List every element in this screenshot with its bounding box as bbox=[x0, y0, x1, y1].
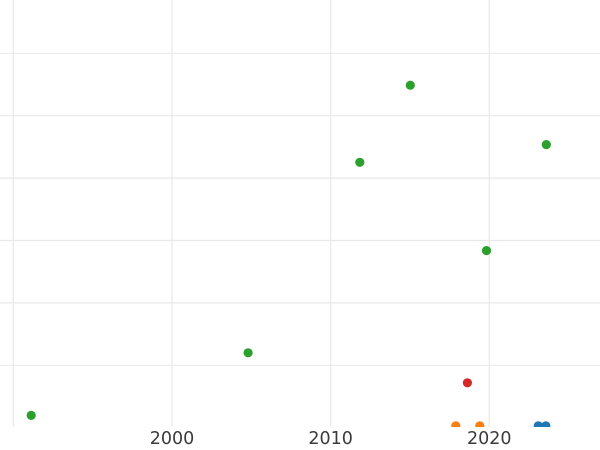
data-point-green bbox=[481, 246, 492, 256]
x-axis-tick-labels: 2000 2010 2020 bbox=[150, 429, 512, 449]
data-point-red bbox=[462, 378, 472, 388]
data-point-green bbox=[355, 157, 365, 167]
data-point-green bbox=[405, 80, 415, 90]
data-point-green bbox=[243, 348, 253, 358]
data-points bbox=[26, 80, 551, 427]
gridlines bbox=[0, 0, 600, 427]
x-tick-label: 2010 bbox=[308, 429, 353, 449]
x-tick-label: 2000 bbox=[150, 429, 195, 449]
data-point-green bbox=[541, 140, 551, 150]
data-point-blue bbox=[533, 421, 543, 427]
data-point-green bbox=[26, 410, 36, 420]
data-point-blue bbox=[541, 421, 551, 427]
data-point-orange bbox=[475, 421, 485, 427]
x-tick-label: 2020 bbox=[467, 429, 512, 449]
data-point-orange bbox=[451, 421, 461, 427]
